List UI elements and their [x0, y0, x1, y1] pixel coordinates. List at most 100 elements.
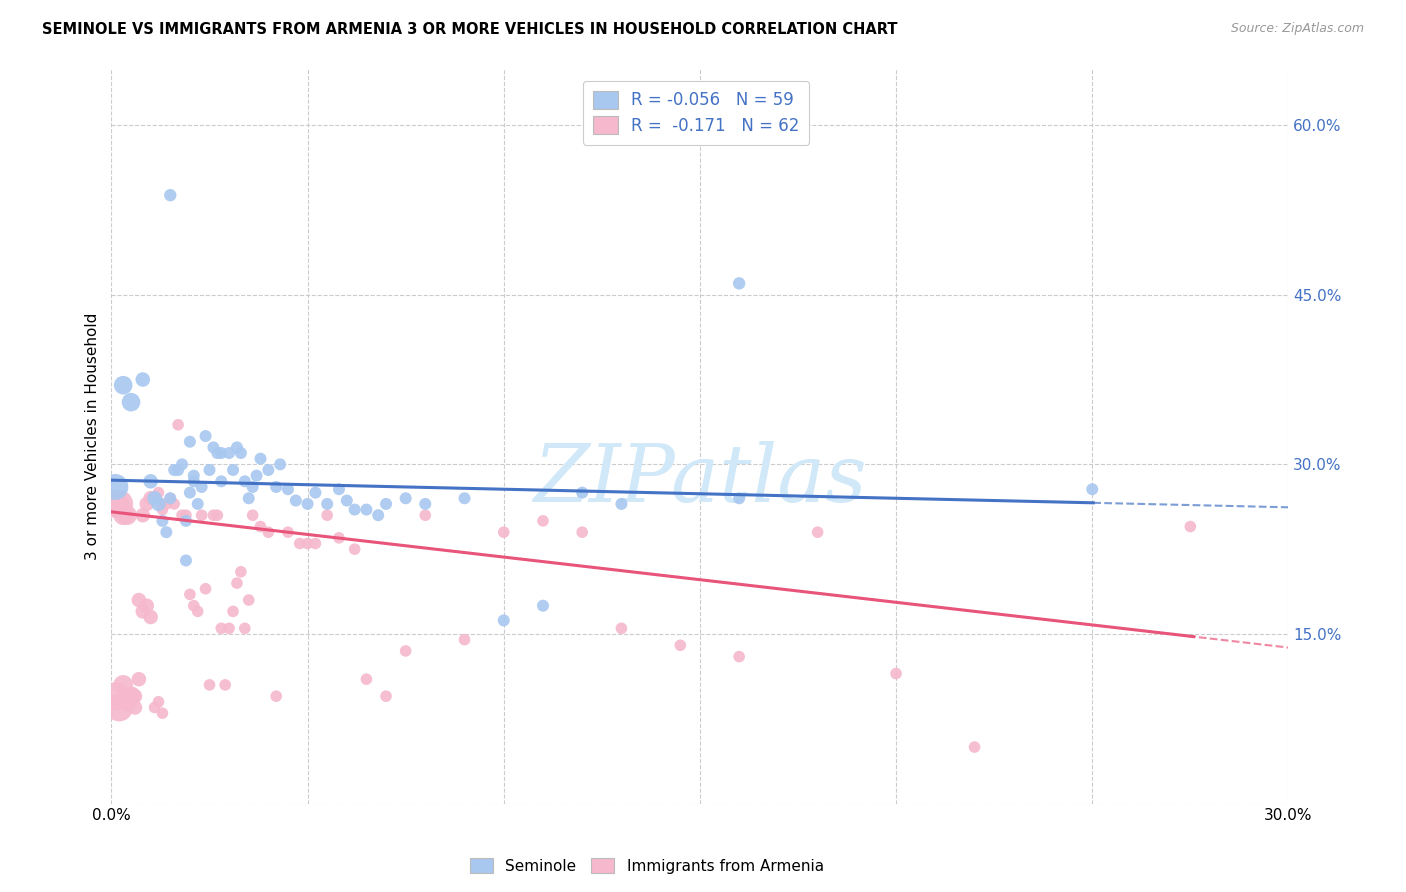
- Text: Source: ZipAtlas.com: Source: ZipAtlas.com: [1230, 22, 1364, 36]
- Point: [229, 446, 252, 460]
- Point: [152, 502, 174, 516]
- Point: [183, 468, 205, 483]
- Point: [108, 700, 131, 714]
- Point: [413, 497, 436, 511]
- Point: [124, 700, 146, 714]
- Point: [214, 678, 236, 692]
- Point: [249, 451, 271, 466]
- Point: [728, 491, 751, 506]
- Point: [104, 480, 127, 494]
- Point: [316, 497, 339, 511]
- Point: [277, 482, 299, 496]
- Point: [183, 475, 205, 489]
- Point: [152, 514, 174, 528]
- Point: [167, 463, 190, 477]
- Point: [264, 689, 287, 703]
- Point: [242, 480, 264, 494]
- Point: [198, 463, 221, 477]
- Point: [139, 475, 162, 489]
- Point: [269, 458, 291, 472]
- Point: [1180, 519, 1202, 533]
- Point: [143, 491, 166, 506]
- Point: [264, 480, 287, 494]
- Point: [571, 525, 593, 540]
- Text: SEMINOLE VS IMMIGRANTS FROM ARMENIA 3 OR MORE VEHICLES IN HOUSEHOLD CORRELATION : SEMINOLE VS IMMIGRANTS FROM ARMENIA 3 OR…: [42, 22, 897, 37]
- Point: [159, 491, 181, 506]
- Point: [226, 441, 249, 455]
- Point: [367, 508, 389, 523]
- Point: [336, 493, 359, 508]
- Point: [453, 632, 475, 647]
- Point: [148, 497, 170, 511]
- Point: [115, 508, 138, 523]
- Point: [104, 497, 127, 511]
- Point: [728, 649, 751, 664]
- Point: [238, 593, 260, 607]
- Point: [190, 480, 212, 494]
- Point: [194, 582, 217, 596]
- Point: [492, 525, 515, 540]
- Point: [128, 672, 150, 686]
- Y-axis label: 3 or more Vehicles in Household: 3 or more Vehicles in Household: [86, 312, 100, 560]
- Point: [884, 666, 907, 681]
- Point: [316, 508, 339, 523]
- Point: [375, 689, 398, 703]
- Point: [132, 604, 155, 618]
- Point: [328, 482, 350, 496]
- Point: [531, 514, 554, 528]
- Point: [190, 508, 212, 523]
- Point: [124, 689, 146, 703]
- Point: [304, 485, 326, 500]
- Point: [222, 604, 245, 618]
- Point: [170, 508, 193, 523]
- Point: [179, 485, 201, 500]
- Point: [610, 497, 633, 511]
- Point: [209, 475, 232, 489]
- Point: [218, 446, 240, 460]
- Point: [669, 638, 692, 652]
- Point: [277, 525, 299, 540]
- Point: [233, 621, 256, 635]
- Point: [128, 593, 150, 607]
- Point: [198, 678, 221, 692]
- Point: [155, 497, 177, 511]
- Point: [174, 514, 197, 528]
- Point: [135, 497, 157, 511]
- Point: [257, 525, 280, 540]
- Point: [453, 491, 475, 506]
- Point: [242, 508, 264, 523]
- Point: [112, 678, 135, 692]
- Point: [104, 689, 127, 703]
- Point: [297, 497, 319, 511]
- Legend: Seminole, Immigrants from Armenia: Seminole, Immigrants from Armenia: [464, 852, 830, 880]
- Point: [1081, 482, 1104, 496]
- Point: [159, 188, 181, 202]
- Point: [132, 372, 155, 386]
- Point: [728, 277, 751, 291]
- Point: [229, 565, 252, 579]
- Text: ZIPatlas: ZIPatlas: [533, 442, 866, 519]
- Point: [249, 519, 271, 533]
- Legend: R = -0.056   N = 59, R =  -0.171   N = 62: R = -0.056 N = 59, R = -0.171 N = 62: [582, 80, 810, 145]
- Point: [148, 695, 170, 709]
- Point: [139, 491, 162, 506]
- Point: [132, 508, 155, 523]
- Point: [115, 695, 138, 709]
- Point: [328, 531, 350, 545]
- Point: [395, 644, 418, 658]
- Point: [571, 485, 593, 500]
- Point: [152, 497, 174, 511]
- Point: [202, 508, 225, 523]
- Point: [257, 463, 280, 477]
- Point: [356, 502, 378, 516]
- Point: [531, 599, 554, 613]
- Point: [284, 493, 307, 508]
- Point: [807, 525, 830, 540]
- Point: [297, 536, 319, 550]
- Point: [245, 468, 267, 483]
- Point: [194, 429, 217, 443]
- Point: [163, 463, 186, 477]
- Point: [112, 378, 135, 392]
- Point: [209, 621, 232, 635]
- Point: [143, 491, 166, 506]
